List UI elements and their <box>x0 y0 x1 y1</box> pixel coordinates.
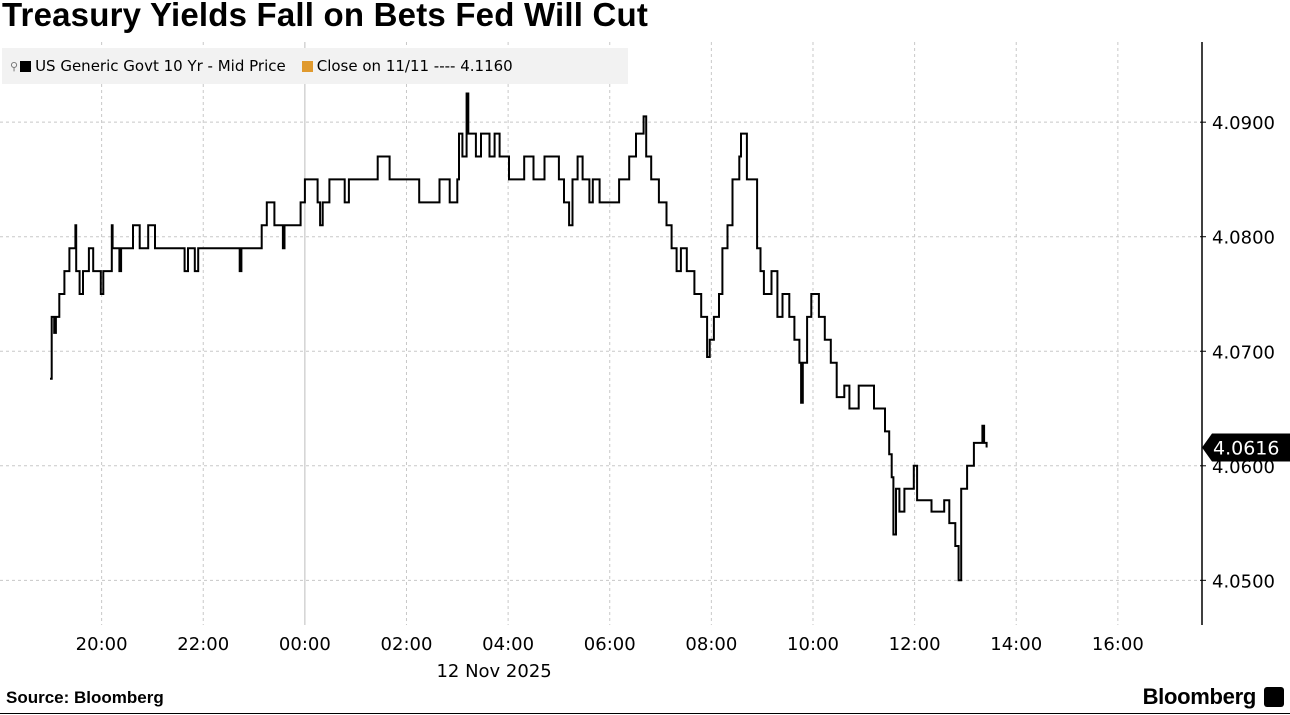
y-tick-label: 4.0700 <box>1212 342 1275 363</box>
last-value-label: 4.0616 <box>1213 437 1279 459</box>
chart-title: Treasury Yields Fall on Bets Fed Will Cu… <box>2 0 649 33</box>
source-note: Source: Bloomberg <box>6 688 164 707</box>
legend-label: Close on 11/11 ---- 4.1160 <box>316 57 513 75</box>
bloomberg-chart-icon <box>1264 687 1284 707</box>
last-value-badge-shape <box>1202 433 1290 462</box>
y-tick-label: 4.0500 <box>1212 571 1275 592</box>
series-line <box>50 92 988 582</box>
x-tick-label: 04:00 <box>482 634 534 655</box>
x-tick-label: 08:00 <box>685 634 737 655</box>
last-value-badge: 4.0616 <box>1202 433 1290 462</box>
x-tick-label: 14:00 <box>990 634 1042 655</box>
x-tick-label: 02:00 <box>381 634 433 655</box>
bloomberg-logo: Bloomberg <box>1142 684 1257 709</box>
x-tick-label: 06:00 <box>584 634 636 655</box>
y-tick-label: 4.0900 <box>1212 113 1275 134</box>
legend: ⚲ US Generic Govt 10 Yr - Mid Price Clos… <box>2 48 628 84</box>
legend-label: US Generic Govt 10 Yr - Mid Price <box>35 57 286 75</box>
x-tick-label: 12:00 <box>889 634 941 655</box>
bottom-divider <box>0 713 1290 714</box>
x-tick-label: 00:00 <box>279 634 331 655</box>
x-date-label: 12 Nov 2025 <box>436 661 551 682</box>
x-tick-label: 10:00 <box>787 634 839 655</box>
x-tick-label: 20:00 <box>76 634 128 655</box>
y-tick-label: 4.0600 <box>1212 457 1275 478</box>
legend-swatch <box>301 60 313 72</box>
legend-swatch <box>20 60 32 72</box>
legend-item-yield: US Generic Govt 10 Yr - Mid Price <box>20 57 286 75</box>
y-tick-label: 4.0800 <box>1212 228 1275 249</box>
x-tick-label: 22:00 <box>177 634 229 655</box>
x-tick-label: 16:00 <box>1092 634 1144 655</box>
pin-icon[interactable]: ⚲ <box>10 59 19 73</box>
legend-item-close: Close on 11/11 ---- 4.1160 <box>301 57 513 75</box>
